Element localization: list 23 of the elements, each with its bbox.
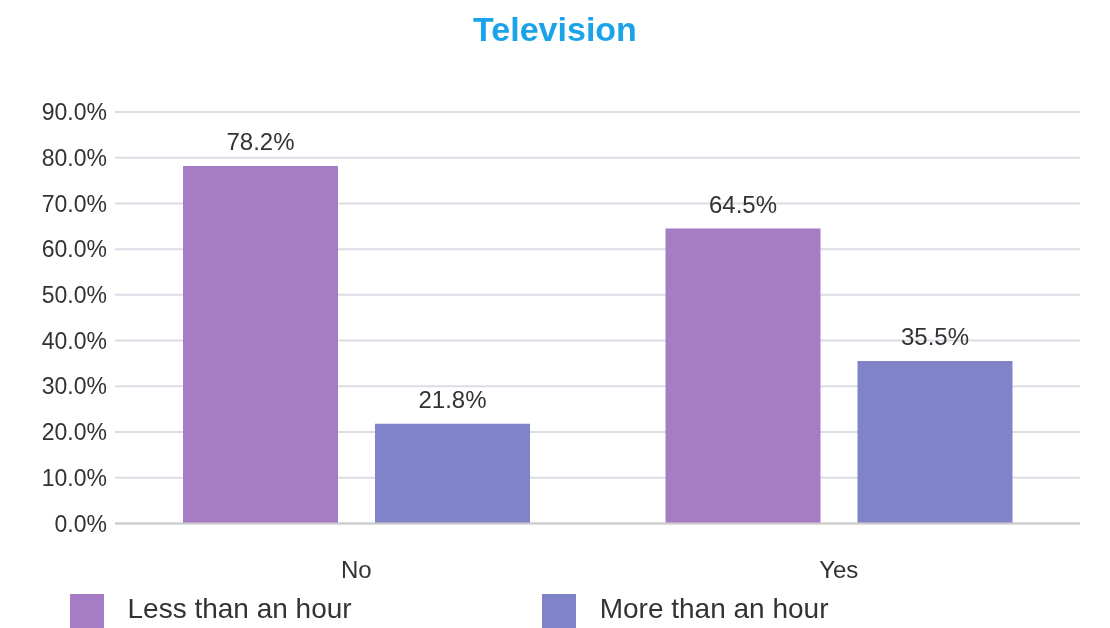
data-label: 64.5% bbox=[708, 190, 778, 218]
x-tick-label: Yes bbox=[819, 556, 859, 584]
data-label: 35.5% bbox=[900, 323, 970, 351]
data-label: 78.2% bbox=[226, 127, 295, 155]
y-tick-label: 50.0% bbox=[41, 282, 107, 309]
legend-label: More than an hour bbox=[599, 593, 829, 625]
y-tick-label: 0.0% bbox=[54, 510, 107, 537]
y-tick-label: 10.0% bbox=[41, 464, 107, 491]
y-tick-label: 90.0% bbox=[41, 99, 107, 126]
y-tick-label: 30.0% bbox=[41, 373, 107, 400]
bar bbox=[375, 423, 530, 524]
bar bbox=[665, 228, 821, 524]
y-tick-label: 20.0% bbox=[41, 419, 107, 446]
data-label: 21.8% bbox=[418, 385, 487, 413]
bar bbox=[857, 361, 1013, 524]
chart-title: Television bbox=[472, 9, 638, 50]
legend-label: Less than an hour bbox=[127, 593, 352, 625]
y-tick-label: 80.0% bbox=[41, 144, 107, 171]
bar bbox=[183, 165, 338, 524]
y-tick-label: 40.0% bbox=[41, 327, 107, 354]
y-tick-label: 70.0% bbox=[41, 190, 107, 217]
y-tick-label: 60.0% bbox=[41, 236, 107, 263]
x-tick-label: No bbox=[340, 556, 372, 584]
